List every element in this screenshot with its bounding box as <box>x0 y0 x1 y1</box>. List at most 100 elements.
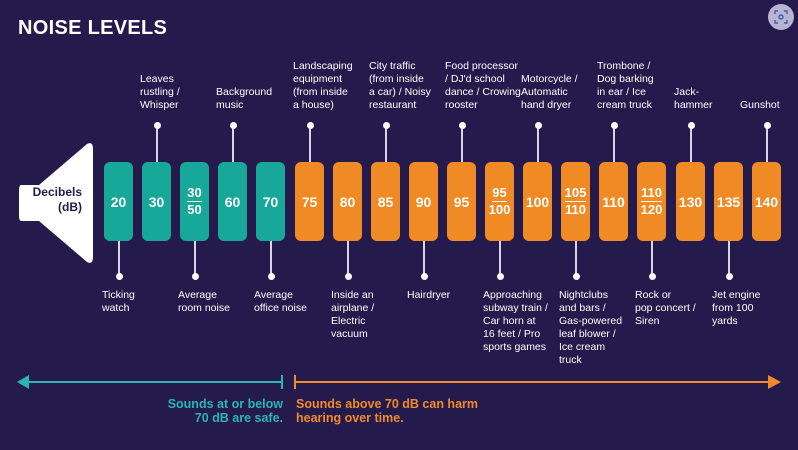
level-pill: 75 <box>295 162 324 241</box>
level-description: Average room noise <box>178 289 230 314</box>
level-description: Approaching subway train / Car horn at 1… <box>483 289 548 353</box>
connector-line <box>499 241 501 276</box>
level-pill: 90 <box>409 162 438 241</box>
level-description: Jet engine from 100 yards <box>712 289 761 327</box>
level-value: 75 <box>301 193 318 210</box>
level-value: 80 <box>339 193 356 210</box>
connector-dot <box>763 122 771 129</box>
level-value-low: 105 <box>564 185 587 202</box>
level-description: City traffic (from inside a car) / Noisy… <box>369 60 431 111</box>
connector-line <box>613 126 615 162</box>
level-description: Landscaping equipment (from inside a hou… <box>293 60 353 111</box>
level-description: Jack- hammer <box>674 86 713 111</box>
level-value: 60 <box>224 193 241 210</box>
connector-dot <box>153 122 161 129</box>
legend-arrows <box>17 375 781 389</box>
level-description: Average office noise <box>254 289 307 314</box>
level-value: 95 <box>453 193 470 210</box>
level-pill: 70 <box>256 162 285 241</box>
connector-dot <box>687 122 695 129</box>
level-value: 70 <box>262 193 279 210</box>
level-value-high: 120 <box>640 202 663 217</box>
connector-line <box>232 126 234 162</box>
connector-line <box>385 126 387 162</box>
connector-line <box>728 241 730 276</box>
decibels-label-line1: Decibels <box>32 185 82 199</box>
connector-dot <box>534 122 542 129</box>
level-description: Gunshot <box>740 99 780 111</box>
safe-arrow <box>17 375 283 389</box>
level-description: Food processor / DJ'd school dance / Cro… <box>445 60 521 111</box>
harm-arrow <box>294 375 781 389</box>
level-pill: 110 120 <box>637 162 666 241</box>
level-pill: 110 <box>599 162 628 241</box>
connector-line <box>347 241 349 276</box>
connector-line <box>423 241 425 276</box>
speaker-icon <box>19 143 93 263</box>
connector-line <box>575 241 577 276</box>
level-pill: 95 <box>447 162 476 241</box>
connector-dot <box>382 122 390 129</box>
harm-note: Sounds above 70 dB can harm hearing over… <box>296 397 478 425</box>
level-description: Motorcycle / Automatic hand dryer <box>521 73 578 111</box>
level-value: 135 <box>716 193 741 210</box>
level-value: 130 <box>678 193 703 210</box>
connector-line <box>766 126 768 162</box>
connector-line <box>270 241 272 276</box>
connector-dot <box>648 273 656 280</box>
connector-dot <box>496 273 504 280</box>
level-pill: 130 <box>676 162 705 241</box>
connector-dot <box>306 122 314 129</box>
connector-dot <box>610 122 618 129</box>
connector-line <box>194 241 196 276</box>
level-description: Rock or pop concert / Siren <box>635 289 696 327</box>
level-pill: 105 110 <box>561 162 590 241</box>
connector-dot <box>420 273 428 280</box>
connector-dot <box>725 273 733 280</box>
lens-scan-button[interactable] <box>768 4 794 30</box>
level-description: Trombone / Dog barking in ear / Ice crea… <box>597 60 654 111</box>
level-description: Nightclubs and bars / Gas-powered leaf b… <box>559 289 623 366</box>
level-pill: 30 50 <box>180 162 209 241</box>
level-value: 110 <box>602 193 625 210</box>
connector-line <box>690 126 692 162</box>
connector-dot <box>458 122 466 129</box>
connector-line <box>651 241 653 276</box>
level-value-low: 30 <box>187 185 202 202</box>
scan-icon <box>774 10 788 24</box>
level-pill: 140 <box>752 162 781 241</box>
level-value: 100 <box>525 193 550 210</box>
level-pill: 80 <box>333 162 362 241</box>
level-description: Leaves rustling / Whisper <box>140 73 180 111</box>
safe-note: Sounds at or below 70 dB are safe. <box>167 397 283 425</box>
level-pill: 20 <box>104 162 133 241</box>
connector-line <box>156 126 158 162</box>
level-value-high: 110 <box>565 202 586 217</box>
level-pill: 100 <box>523 162 552 241</box>
level-pill: 95 100 <box>485 162 514 241</box>
connector-dot <box>229 122 237 129</box>
connector-dot <box>115 273 123 280</box>
decibels-label: Decibels (dB) <box>22 185 82 215</box>
level-value-high: 100 <box>488 202 511 217</box>
level-description: Inside an airplane / Electric vacuum <box>331 289 375 340</box>
level-value: 30 <box>148 193 165 210</box>
connector-line <box>461 126 463 162</box>
level-description: Hairdryer <box>407 289 451 301</box>
level-pill: 60 <box>218 162 247 241</box>
level-pill: 85 <box>371 162 400 241</box>
connector-dot <box>191 273 199 280</box>
level-value: 140 <box>754 193 779 210</box>
connector-dot <box>344 273 352 280</box>
level-description: Background music <box>216 86 273 111</box>
connector-dot <box>572 273 580 280</box>
level-pill: 135 <box>714 162 743 241</box>
level-description: Ticking watch <box>102 289 135 314</box>
connector-line <box>309 126 311 162</box>
level-value-high: 50 <box>187 202 202 217</box>
level-pill: 30 <box>142 162 171 241</box>
page-title: NOISE LEVELS <box>18 17 168 39</box>
level-value: 20 <box>110 193 127 210</box>
level-value: 85 <box>377 193 394 210</box>
level-value: 90 <box>415 193 432 210</box>
